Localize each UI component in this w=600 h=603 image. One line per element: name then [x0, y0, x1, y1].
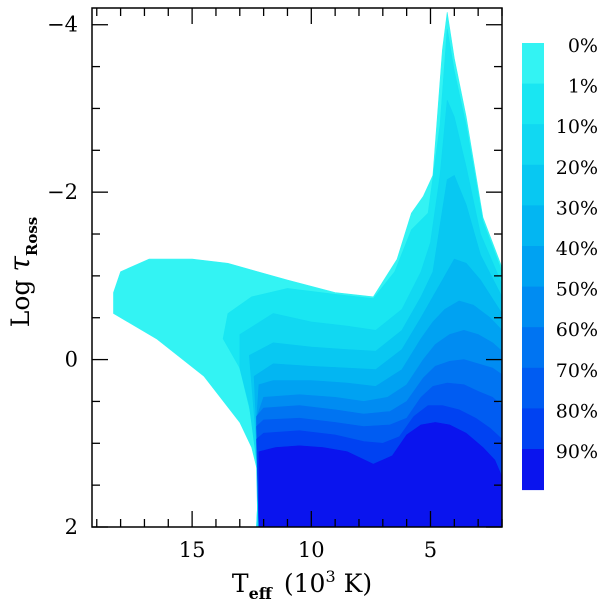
legend-swatch [522, 449, 544, 491]
contour-regions [113, 12, 502, 527]
legend-swatch [522, 205, 544, 247]
legend-label: 10% [556, 116, 598, 138]
axis-ticks [92, 8, 503, 528]
y-axis-title-main: Log [6, 272, 35, 328]
legend-swatch [522, 367, 544, 409]
x-tick-label: 10 [298, 538, 325, 562]
y-tick-label: −2 [47, 180, 78, 204]
legend-swatch [522, 327, 544, 369]
y-tick-label: 0 [65, 348, 78, 372]
legend-label: 80% [556, 400, 598, 422]
x-axis-title-main: T [232, 569, 249, 598]
legend-label: 90% [556, 441, 598, 463]
legend-label: 70% [556, 360, 598, 382]
legend-swatch [522, 124, 544, 166]
x-axis-title-tail: (10 [284, 569, 326, 598]
region-11 [258, 422, 502, 527]
tick-labels: 15 10 5 2 0 −2 −4 [47, 13, 437, 562]
x-tick-label: 5 [424, 538, 437, 562]
legend-label: 30% [556, 197, 598, 219]
legend-label: 40% [556, 238, 598, 260]
legend-swatch [522, 286, 544, 328]
y-axis-title-tau: τ [3, 256, 36, 272]
plot-border [91, 7, 503, 528]
legend-label: 0% [568, 35, 598, 57]
legend-label: 1% [568, 76, 598, 98]
legend-label: 60% [556, 319, 598, 341]
y-axis-title: Log τRoss [3, 217, 41, 327]
legend-label: 20% [556, 157, 598, 179]
x-axis-title: Teff (103 K) [232, 567, 372, 603]
legend-swatch [522, 246, 544, 288]
legend-swatch [522, 408, 544, 450]
legend-swatch [522, 164, 544, 206]
colorbar-legend: 0% 1% 10% 20% 30% 40% 50% 60% 70% 80% 90% [522, 35, 598, 491]
legend-label: 50% [556, 279, 598, 301]
x-tick-label: 15 [179, 538, 206, 562]
y-tick-label: 2 [65, 515, 78, 539]
legend-swatch [522, 43, 544, 85]
y-axis-title-sub: Ross [23, 217, 41, 256]
x-axis-title-unit: K) [344, 569, 372, 598]
legend-swatch [522, 83, 544, 125]
y-tick-label: −4 [47, 13, 78, 37]
x-axis-title-sup: 3 [325, 567, 335, 586]
x-axis-title-sub: eff [249, 584, 273, 603]
plot-frame [91, 7, 503, 528]
